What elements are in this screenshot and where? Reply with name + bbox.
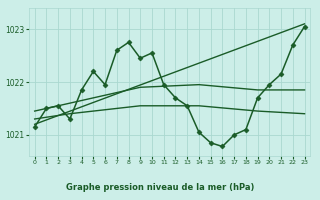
Text: Graphe pression niveau de la mer (hPa): Graphe pression niveau de la mer (hPa) bbox=[66, 183, 254, 192]
